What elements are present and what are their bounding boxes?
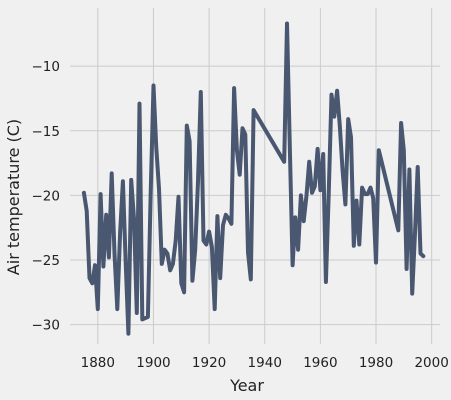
y-axis-title: Air temperature (C) bbox=[4, 119, 23, 275]
x-tick-label: 1960 bbox=[303, 355, 337, 371]
x-axis-title: Year bbox=[229, 376, 264, 395]
x-tick-label: 1980 bbox=[359, 355, 393, 371]
x-tick-label: 2000 bbox=[414, 355, 448, 371]
y-tick-label: −25 bbox=[32, 253, 61, 269]
y-tick-label: −10 bbox=[32, 59, 61, 75]
series-layer bbox=[81, 21, 426, 336]
series-line-1 bbox=[81, 21, 426, 336]
y-tick-label: −15 bbox=[32, 124, 61, 140]
y-tick-label: −20 bbox=[32, 188, 61, 204]
x-tick-label: 1880 bbox=[81, 355, 115, 371]
y-tick-labels: −30 −25 −20 −15 −10 bbox=[32, 59, 61, 333]
x-tick-labels: 1880 1900 1920 1940 1960 1980 2000 bbox=[81, 355, 449, 371]
x-tick-label: 1900 bbox=[136, 355, 170, 371]
y-tick-label: −30 bbox=[32, 318, 61, 334]
x-tick-label: 1940 bbox=[248, 355, 282, 371]
x-tick-label: 1920 bbox=[192, 355, 226, 371]
